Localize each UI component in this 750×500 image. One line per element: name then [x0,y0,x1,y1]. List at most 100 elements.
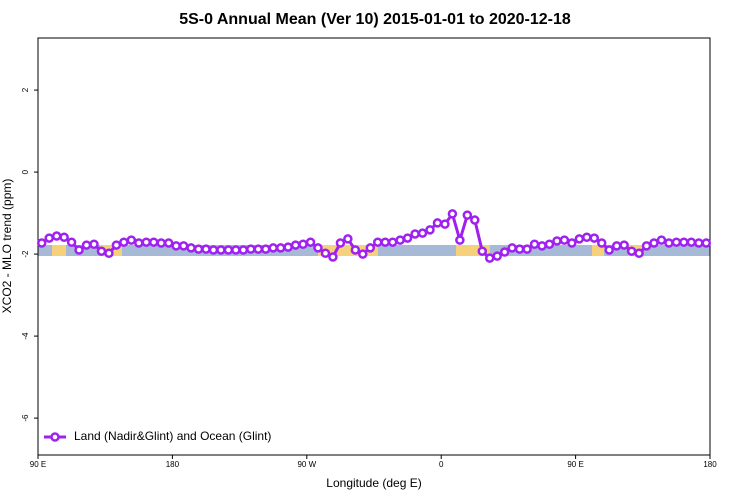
point [387,237,398,247]
x-tick-label: 0 [439,460,444,469]
point [350,245,361,255]
y-tick-label: 2 [21,87,30,92]
point [626,246,637,256]
point [544,239,555,249]
point [298,239,308,249]
x-tick-label: 180 [166,460,180,469]
point [365,243,376,253]
point [701,238,712,248]
point [119,237,129,247]
point [111,240,122,250]
point [178,241,189,251]
point [537,241,547,251]
point [455,235,465,245]
point [634,248,644,259]
point [268,243,278,253]
y-tick-label: -2 [21,250,30,258]
point [619,240,629,250]
x-tick-label: 180 [703,460,717,469]
point [529,239,540,249]
point [358,249,368,259]
point [275,243,286,253]
point [216,245,226,255]
point [320,248,331,259]
point [283,242,293,252]
point [552,236,562,246]
point [694,238,704,248]
point [641,241,652,251]
point [89,239,99,249]
point [193,244,204,254]
point [559,235,570,245]
point [656,235,667,245]
point [395,235,405,245]
y-tick-label: 0 [21,169,30,174]
point [611,241,622,251]
chart-title: 5S-0 Annual Mean (Ver 10) 2015-01-01 to … [179,11,571,28]
point [425,225,435,235]
x-tick-label: 90 E [567,460,583,469]
point [328,252,338,262]
point [447,209,458,219]
point [238,245,249,255]
point [126,235,137,245]
point [253,244,264,254]
point [462,210,473,220]
point [372,237,383,247]
point [96,246,107,256]
point [664,238,674,248]
point [260,244,271,254]
point [522,244,532,254]
point [66,237,77,247]
point [410,229,420,239]
point [246,244,256,254]
y-tick-label: -4 [21,332,30,340]
point [649,238,659,248]
point [596,238,607,248]
point [74,245,84,255]
point [290,240,301,250]
x-tick-label: 90 E [30,460,46,469]
point [44,233,54,243]
y-axis-label: XCO2 - MLO trend (ppm) [0,179,14,314]
legend-label: Land (Nadir&Glint) and Ocean (Glint) [74,429,271,443]
point [477,246,488,256]
point [582,232,592,243]
point [163,238,174,248]
point [574,234,585,244]
point [514,244,525,254]
legend-marker [50,432,60,442]
point [148,237,159,247]
point [567,238,577,248]
point [223,245,234,255]
point [141,237,152,247]
point [208,245,219,255]
point [156,238,166,248]
point [402,233,413,243]
point [470,215,480,225]
point [432,218,443,228]
plot-frame [37,37,711,456]
point [604,245,614,255]
point [335,238,346,248]
point [231,245,241,255]
point [380,237,390,247]
point [201,244,211,254]
point [589,233,600,243]
point [134,238,144,248]
point [417,228,428,238]
point [671,237,682,247]
point [492,251,502,261]
point [59,232,69,243]
point [484,253,495,263]
point [36,238,47,248]
point [686,237,697,247]
point [440,219,450,229]
point [499,247,510,257]
point [51,231,62,241]
point [104,248,114,259]
point [679,237,689,247]
point [313,243,323,253]
point [186,243,196,253]
point [81,240,92,250]
